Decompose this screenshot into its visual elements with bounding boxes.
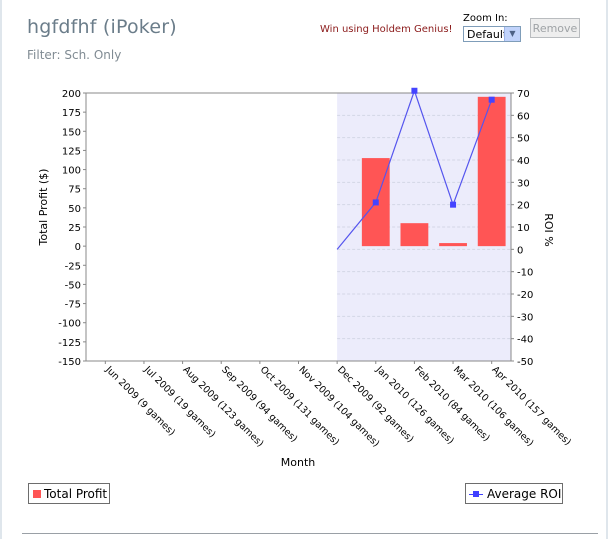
right-tick-label: -10 xyxy=(517,268,533,279)
marker-average-roi xyxy=(488,96,495,103)
left-tick-label: 75 xyxy=(68,185,81,196)
page-left-border xyxy=(0,0,2,539)
left-tick-label: 125 xyxy=(62,146,81,157)
x-axis-title: Month xyxy=(281,456,316,469)
left-tick-label: 100 xyxy=(62,166,81,177)
left-tick-label: 50 xyxy=(68,204,81,215)
zoom-select[interactable]: Default ▼ xyxy=(463,26,521,42)
filter-label: Filter: Sch. Only xyxy=(27,48,122,62)
legend-line-swatch xyxy=(469,491,483,497)
left-tick-label: 0 xyxy=(75,242,81,253)
legend-total-profit-label: Total Profit xyxy=(44,487,108,501)
zoom-label: Zoom In: xyxy=(463,13,508,24)
bar-total-profit xyxy=(477,96,506,247)
right-tick-label: 40 xyxy=(517,156,530,167)
left-tick-label: -75 xyxy=(65,300,81,311)
left-tick-label: -50 xyxy=(65,280,81,291)
legend-average-roi: Average ROI xyxy=(465,483,563,504)
left-tick-label: 150 xyxy=(62,127,81,138)
bar-total-profit xyxy=(439,243,467,247)
profit-roi-chart: 2001751501251007550250-25-50-75-100-125-… xyxy=(37,87,574,469)
bottom-divider xyxy=(22,533,598,534)
x-tick-label: Jun 2009 (9 games) xyxy=(102,364,177,439)
legend-total-profit: Total Profit xyxy=(28,483,110,504)
right-tick-label: 50 xyxy=(517,134,530,145)
holdem-genius-link[interactable]: Win using Holdem Genius! xyxy=(320,24,453,35)
right-tick-label: 60 xyxy=(517,111,530,122)
left-tick-label: 175 xyxy=(62,108,81,119)
x-tick-label: Feb 2010 (84 games) xyxy=(412,364,492,444)
page-title: hgfdfhf (iPoker) xyxy=(27,16,177,38)
right-tick-label: -50 xyxy=(517,357,533,368)
left-tick-label: 200 xyxy=(62,89,81,100)
y-axis-title-right: ROI % xyxy=(542,213,555,247)
x-tick-label: Jul 2009 (19 games) xyxy=(141,364,217,440)
left-tick-label: -125 xyxy=(58,338,81,349)
right-tick-label: 20 xyxy=(517,201,530,212)
right-tick-label: -20 xyxy=(517,290,533,301)
left-tick-label: -25 xyxy=(65,261,81,272)
right-tick-label: -40 xyxy=(517,335,533,346)
chevron-down-icon[interactable]: ▼ xyxy=(504,27,520,41)
bar-total-profit xyxy=(400,223,429,247)
right-tick-label: -30 xyxy=(517,312,533,323)
left-tick-label: 25 xyxy=(68,223,81,234)
right-tick-label: 70 xyxy=(517,89,530,100)
x-tick-label: Apr 2010 (157 games) xyxy=(490,364,574,448)
legend-average-roi-label: Average ROI xyxy=(487,487,562,501)
zoom-selected-value: Default xyxy=(467,28,508,41)
right-tick-label: 30 xyxy=(517,178,530,189)
marker-average-roi xyxy=(372,199,379,206)
remove-button[interactable]: Remove xyxy=(530,18,580,38)
right-tick-label: 0 xyxy=(517,245,523,256)
marker-average-roi xyxy=(450,201,457,208)
page-right-border xyxy=(606,0,608,539)
left-tick-label: -100 xyxy=(58,319,81,330)
marker-average-roi xyxy=(411,87,418,94)
x-tick-label: Oct 2009 (131 games) xyxy=(258,364,342,448)
x-tick-label: Dec 2009 (92 games) xyxy=(335,364,416,445)
legend-bar-swatch xyxy=(33,490,41,498)
y-axis-title-left: Total Profit ($) xyxy=(37,169,50,247)
x-tick-label: Sep 2009 (94 games) xyxy=(219,364,299,444)
left-tick-label: -150 xyxy=(58,357,81,368)
right-tick-label: 10 xyxy=(517,223,530,234)
x-tick-label: Jan 2010 (126 games) xyxy=(373,364,456,447)
